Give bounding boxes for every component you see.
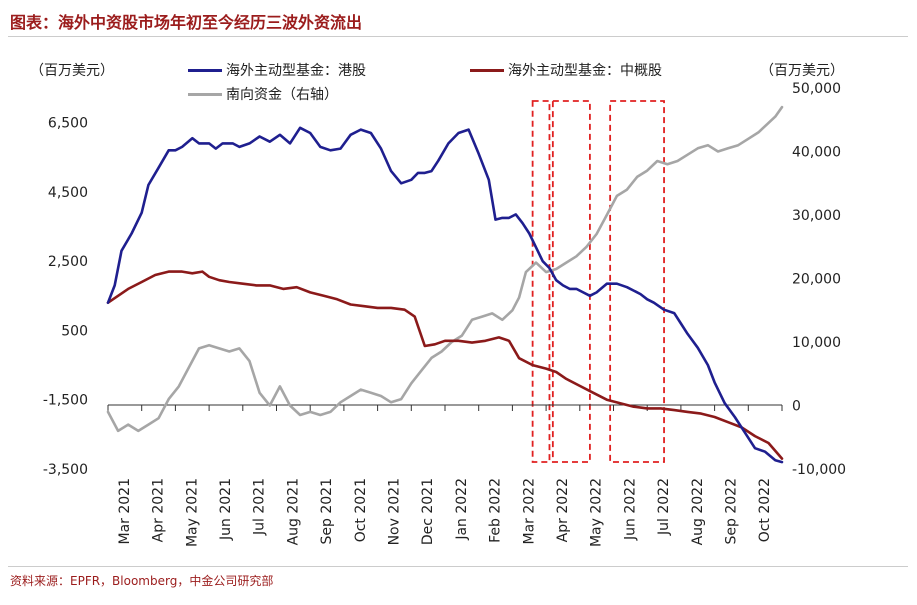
x-tick-label: Feb 2022	[488, 478, 504, 543]
x-tick-label: Aug 2021	[285, 478, 301, 545]
left-tick-label: 500	[61, 323, 88, 339]
right-axis-unit: （百万美元）	[760, 63, 844, 79]
series-line-china-adr	[106, 270, 784, 460]
highlight-box-2	[551, 100, 591, 463]
x-tick-label: Jul 2021	[252, 478, 268, 536]
x-tick-label: Oct 2021	[353, 478, 369, 542]
x-tick-label: Dec 2021	[420, 478, 436, 545]
source-note: 资料来源：EPFR，Bloomberg，中金公司研究部	[10, 574, 274, 588]
right-tick-label: 30,000	[792, 208, 841, 224]
right-tick-label: 40,000	[792, 145, 841, 161]
legend-china-adr: 海外主动型基金：中概股	[470, 60, 662, 80]
left-tick-label: 6,500	[48, 116, 88, 132]
left-tick-label: -1,500	[43, 393, 88, 409]
legend-swatch-southbound	[188, 92, 222, 96]
x-tick-label: Apr 2021	[151, 478, 167, 542]
title-divider	[8, 36, 908, 37]
x-tick-label: Mar 2021	[117, 478, 133, 545]
right-tick-label: 0	[792, 399, 801, 415]
x-tick-label: Jun 2021	[218, 478, 234, 541]
left-axis-unit: （百万美元）	[30, 63, 114, 79]
highlight-box-1	[531, 100, 551, 463]
x-tick-label: Sep 2021	[319, 478, 335, 544]
x-tick-label: May 2022	[589, 478, 605, 547]
legend-label-southbound: 南向资金（右轴）	[226, 87, 338, 103]
left-tick-label: 4,500	[48, 185, 88, 201]
x-tick-label: Aug 2022	[690, 478, 706, 545]
left-tick-label: 2,500	[48, 254, 88, 270]
x-tick-label: Sep 2022	[723, 478, 739, 544]
right-tick-label: 20,000	[792, 272, 841, 288]
legend-swatch-china-adr	[470, 68, 504, 72]
legend-southbound: 南向资金（右轴）	[188, 84, 338, 104]
source-divider	[8, 566, 908, 567]
x-tick-label: Oct 2022	[757, 478, 773, 542]
x-tick-label: Jan 2022	[454, 478, 470, 541]
right-tick-label: 50,000	[792, 81, 841, 97]
right-tick-label: -10,000	[792, 462, 846, 478]
legend-label-hk-stocks: 海外主动型基金：港股	[226, 63, 366, 79]
legend-hk-stocks: 海外主动型基金：港股	[188, 60, 366, 80]
x-tick-label: Jun 2022	[622, 478, 638, 541]
left-tick-label: -3,500	[43, 462, 88, 478]
series-line-southbound	[106, 105, 784, 433]
highlight-box-3	[609, 100, 665, 463]
x-tick-label: Apr 2022	[555, 478, 571, 542]
x-tick-label: Jul 2022	[656, 478, 672, 536]
x-tick-label: May 2021	[184, 478, 200, 547]
right-tick-label: 10,000	[792, 335, 841, 351]
series-line-hk-stocks	[106, 126, 784, 464]
legend-label-china-adr: 海外主动型基金：中概股	[508, 63, 662, 79]
chart-title: 图表：海外中资股市场年初至今经历三波外资流出	[10, 13, 363, 32]
legend-swatch-hk-stocks	[188, 68, 222, 72]
x-tick-label: Nov 2021	[386, 478, 402, 545]
x-tick-label: Mar 2022	[521, 478, 537, 545]
